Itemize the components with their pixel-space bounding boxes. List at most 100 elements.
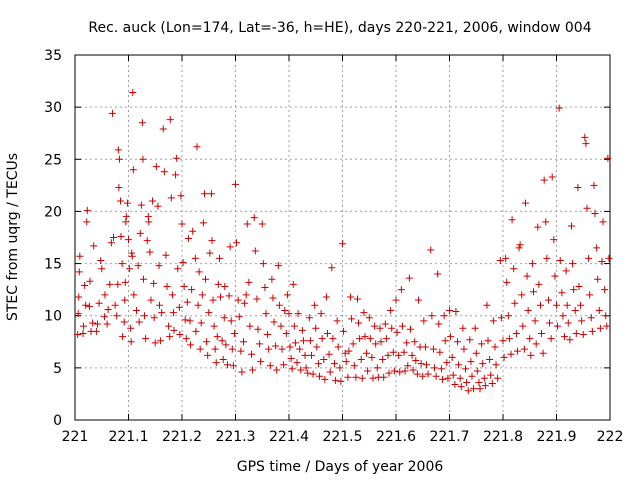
data-point — [539, 349, 547, 357]
data-point — [500, 353, 508, 361]
data-point — [356, 335, 364, 343]
data-point — [471, 324, 479, 332]
data-point — [297, 366, 305, 374]
data-point — [133, 307, 141, 314]
data-point — [258, 220, 266, 228]
data-point — [217, 293, 225, 301]
data-point — [385, 369, 393, 377]
data-point — [314, 360, 322, 368]
data-point — [358, 374, 366, 382]
data-point — [484, 337, 492, 345]
data-point — [214, 280, 222, 288]
data-point — [464, 387, 472, 395]
data-point — [472, 349, 480, 357]
data-point — [504, 312, 512, 320]
data-point — [76, 252, 84, 260]
data-point — [524, 307, 532, 314]
data-point — [494, 374, 502, 382]
data-point — [577, 301, 585, 309]
data-point — [366, 335, 374, 343]
data-point — [313, 343, 321, 351]
data-point — [376, 324, 384, 332]
data-point — [355, 319, 363, 327]
data-point — [481, 382, 489, 390]
data-point — [543, 254, 551, 262]
data-point — [206, 249, 214, 257]
data-point — [121, 278, 129, 286]
data-point — [285, 310, 293, 318]
data-point — [166, 333, 174, 341]
data-point — [467, 358, 475, 366]
data-point — [574, 183, 582, 191]
data-point — [377, 338, 385, 346]
data-point — [221, 283, 229, 291]
data-point — [113, 312, 121, 320]
data-point — [115, 183, 123, 191]
data-point — [139, 155, 147, 163]
y-tick-label: 15 — [44, 257, 62, 273]
data-point — [191, 254, 199, 262]
data-point — [535, 280, 543, 288]
data-point — [586, 291, 594, 299]
data-point — [225, 292, 233, 300]
data-point — [178, 220, 186, 228]
data-point — [318, 335, 326, 343]
data-point — [320, 356, 328, 364]
data-point — [106, 280, 114, 288]
data-point — [364, 367, 372, 375]
data-point — [111, 301, 119, 309]
data-point — [83, 218, 91, 226]
data-point — [136, 229, 144, 237]
data-point — [309, 370, 317, 378]
data-point — [125, 236, 132, 244]
data-point — [422, 361, 430, 369]
data-point — [103, 320, 111, 328]
data-point — [251, 247, 259, 255]
data-point — [268, 275, 276, 283]
data-point — [261, 284, 269, 292]
data-point — [79, 329, 87, 337]
data-point — [590, 181, 598, 189]
data-point — [101, 291, 109, 299]
data-point — [520, 345, 528, 353]
data-point — [226, 243, 234, 251]
data-point — [406, 325, 414, 333]
data-point — [184, 235, 192, 243]
x-tick-label: 221.8 — [483, 429, 523, 445]
data-point — [569, 260, 577, 268]
data-point — [551, 272, 559, 280]
data-point — [488, 380, 496, 387]
data-point — [404, 362, 412, 370]
data-point — [126, 265, 134, 273]
data-point — [317, 310, 325, 318]
data-point — [475, 378, 483, 386]
data-point — [462, 365, 470, 373]
data-point — [93, 320, 101, 328]
data-point — [598, 257, 606, 265]
data-point — [117, 232, 125, 240]
data-point — [122, 218, 130, 226]
data-point — [241, 299, 249, 307]
data-point — [151, 339, 159, 347]
data-point — [100, 313, 108, 321]
data-point — [372, 340, 380, 348]
data-point — [328, 264, 336, 272]
data-point — [240, 338, 248, 346]
data-point — [75, 293, 83, 301]
data-point — [211, 345, 219, 353]
data-point — [170, 326, 178, 334]
y-tick-label: 30 — [44, 100, 62, 116]
data-point — [213, 333, 221, 341]
data-point — [334, 343, 342, 351]
data-point — [455, 361, 463, 369]
data-point — [456, 374, 464, 382]
data-point — [135, 318, 143, 326]
data-point — [280, 361, 288, 369]
data-point — [350, 362, 358, 370]
data-point — [98, 265, 106, 273]
data-point — [431, 364, 439, 372]
data-point — [192, 327, 200, 335]
data-point — [159, 125, 167, 133]
y-tick-label: 25 — [44, 152, 62, 168]
